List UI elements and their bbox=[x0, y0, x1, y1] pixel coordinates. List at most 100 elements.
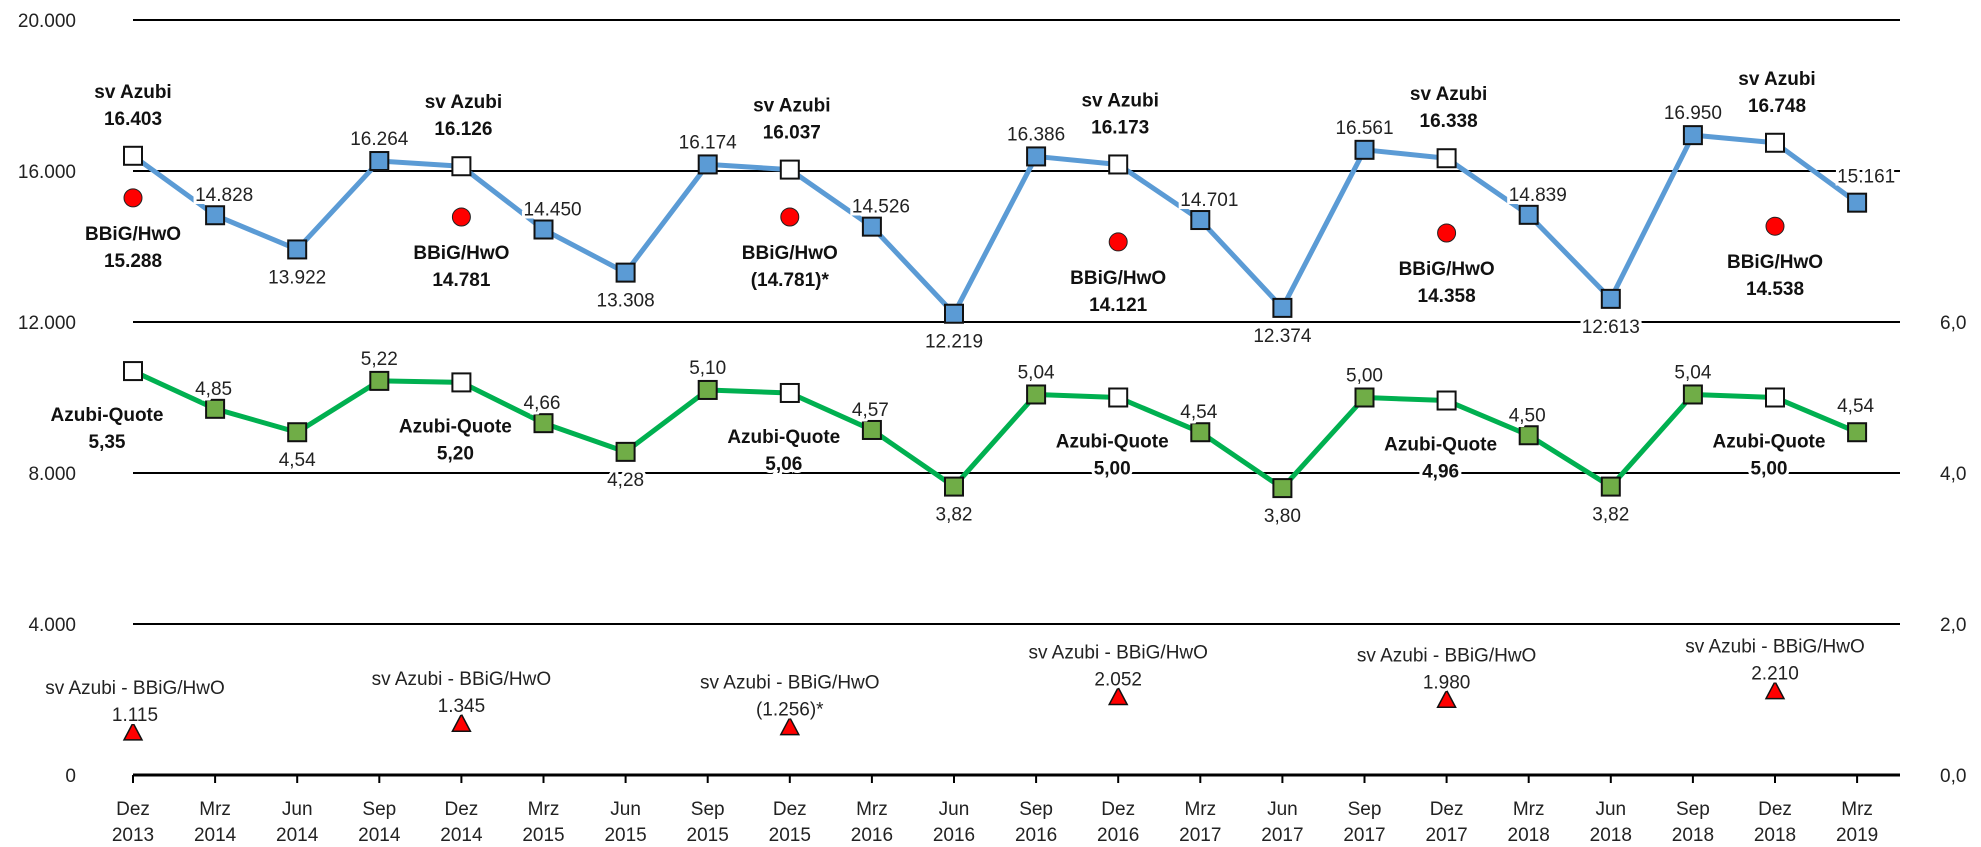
sv-azubi-value-label: 12.219 bbox=[925, 332, 983, 353]
x-tick-month: Dez bbox=[773, 799, 807, 820]
azubi-quote-annotation: Azubi-Quote 4,96 bbox=[1381, 432, 1500, 486]
x-tick-month: Mrz bbox=[528, 799, 560, 820]
azubi-quote-value-label: 4,54 bbox=[1837, 396, 1874, 417]
right-axis-tick-label: 2,0 bbox=[1940, 615, 1966, 636]
x-tick-month: Sep bbox=[1676, 799, 1710, 820]
x-tick-month: Sep bbox=[691, 799, 725, 820]
x-tick-month: Sep bbox=[1348, 799, 1382, 820]
azubi-quote-marker-dez bbox=[1108, 387, 1129, 408]
azubi-quote-marker bbox=[1026, 384, 1047, 405]
x-tick-year: 2017 bbox=[1425, 825, 1467, 846]
bbig-hwo-annotation: BBiG/HwO 14.538 bbox=[1724, 249, 1826, 303]
azubi-quote-value-label: 5,04 bbox=[1674, 362, 1711, 383]
sv-azubi-value-label: 14.701 bbox=[1180, 190, 1238, 211]
azubi-quote-marker bbox=[205, 398, 226, 419]
difference-annotation: sv Azubi - BBiG/HwO 2.052 bbox=[1025, 640, 1211, 694]
right-axis-tick-label: 6,0 bbox=[1940, 313, 1966, 334]
bbig-hwo-annotation-value: 14.538 bbox=[1746, 279, 1804, 300]
azubi-quote-annotation: Azubi-Quote 5,20 bbox=[396, 413, 515, 467]
difference-triangle bbox=[1764, 679, 1786, 700]
sv-azubi-annotation: sv Azubi 16.338 bbox=[1407, 81, 1490, 135]
sv-azubi-annotation: sv Azubi 16.037 bbox=[750, 93, 833, 147]
sv-azubi-annotation-value: 16.037 bbox=[763, 123, 821, 144]
bbig-hwo-point bbox=[1108, 232, 1128, 252]
azubi-quote-marker bbox=[287, 422, 308, 443]
azubi-quote-annotation-title: Azubi-Quote bbox=[1384, 435, 1497, 456]
sv-azubi-value-label: 16.386 bbox=[1007, 124, 1065, 145]
x-tick-year: 2014 bbox=[358, 825, 401, 846]
sv-azubi-value-label: 14.828 bbox=[195, 185, 253, 206]
x-tick-year: 2017 bbox=[1261, 825, 1303, 846]
sv-azubi-marker bbox=[1600, 288, 1621, 309]
x-tick-year: 2013 bbox=[112, 825, 154, 846]
x-axis: Dez 2013 Mrz 2014 Jun 2014 Sep 2014 Dez 2014 Mrz 20… bbox=[112, 773, 1900, 846]
bbig-hwo-annotation-title: BBiG/HwO bbox=[742, 243, 838, 264]
x-tick-month: Sep bbox=[1019, 799, 1053, 820]
sv-azubi-annotation-value: 16.338 bbox=[1420, 111, 1478, 132]
sv-azubi-value-label: 14.450 bbox=[524, 200, 582, 221]
axis-ticks: 0 4.000 8.000 12.000 16.000 20.000 0,0 2,0 4,0 6,… bbox=[18, 11, 1967, 787]
x-tick-month: Jun bbox=[1267, 799, 1298, 820]
azubi-quote-annotation-title: Azubi-Quote bbox=[1056, 432, 1169, 453]
difference-triangle bbox=[122, 721, 144, 741]
x-tick-year: 2015 bbox=[604, 825, 646, 846]
x-tick-month: Mrz bbox=[1184, 799, 1216, 820]
azubi-quote-annotation-value: 4,96 bbox=[1422, 462, 1459, 483]
x-tick-month: Dez bbox=[1430, 799, 1464, 820]
azubi-quote-value-label: 5,10 bbox=[689, 358, 726, 379]
sv-azubi-annotation-title: sv Azubi bbox=[425, 92, 502, 113]
azubi-quote-marker bbox=[1190, 422, 1211, 443]
x-tick-year: 2015 bbox=[522, 825, 564, 846]
series-markers bbox=[122, 125, 1868, 741]
x-tick-year: 2016 bbox=[933, 825, 975, 846]
azubi-quote-marker bbox=[1518, 425, 1539, 446]
sv-azubi-marker bbox=[1518, 204, 1539, 225]
bbig-hwo-annotation-title: BBiG/HwO bbox=[1070, 268, 1166, 289]
sv-azubi-annotation: sv Azubi 16.126 bbox=[422, 89, 505, 143]
azubi-quote-annotation-title: Azubi-Quote bbox=[727, 427, 840, 448]
right-axis-tick-label: 0,0 bbox=[1940, 766, 1966, 787]
difference-triangle bbox=[1436, 688, 1457, 709]
difference-annotation-value: 1.980 bbox=[1423, 672, 1471, 693]
difference-annotation: sv Azubi - BBiG/HwO 2.210 bbox=[1682, 634, 1868, 688]
left-axis-tick-label: 12.000 bbox=[18, 313, 76, 334]
x-tick-month: Jun bbox=[610, 799, 641, 820]
difference-annotation-title: sv Azubi - BBiG/HwO bbox=[1028, 643, 1208, 664]
x-tick-month: Dez bbox=[1758, 799, 1792, 820]
azubi-quote-annotation-title: Azubi-Quote bbox=[399, 416, 512, 437]
bbig-hwo-point bbox=[1765, 216, 1785, 236]
left-axis-tick-label: 4.000 bbox=[28, 615, 76, 636]
sv-azubi-value-label: 14.839 bbox=[1509, 185, 1567, 206]
left-axis-tick-label: 0 bbox=[65, 766, 76, 787]
azubi-quote-marker bbox=[533, 413, 554, 434]
azubi-quote-marker bbox=[861, 419, 882, 440]
x-tick-month: Mrz bbox=[1841, 799, 1873, 820]
bbig-hwo-annotation-title: BBiG/HwO bbox=[1399, 259, 1495, 280]
x-tick-year: 2014 bbox=[194, 825, 237, 846]
series-lines bbox=[131, 132, 1859, 491]
azubi-quote-marker-dez bbox=[1436, 390, 1457, 411]
data-labels: 14.828 13.922 16.264 14.450 13.308 16.174 14.5… bbox=[192, 100, 1898, 530]
bbig-hwo-annotation: BBiG/HwO 14.358 bbox=[1396, 256, 1498, 310]
x-tick-month: Jun bbox=[282, 799, 313, 820]
sv-azubi-annotation-title: sv Azubi bbox=[753, 96, 830, 117]
azubi-quote-marker bbox=[1600, 476, 1621, 497]
bbig-hwo-point bbox=[780, 207, 800, 227]
azubi-quote-value-label: 4,54 bbox=[279, 450, 316, 471]
x-tick-month: Mrz bbox=[199, 799, 231, 820]
azubi-quote-value-label: 4,54 bbox=[1180, 402, 1217, 423]
azubi-quote-marker bbox=[1682, 384, 1703, 405]
x-tick-month: Sep bbox=[362, 799, 396, 820]
sv-azubi-marker bbox=[697, 154, 718, 175]
azubi-quote-annotation-title: Azubi-Quote bbox=[51, 405, 164, 426]
azubi-quote-marker bbox=[1272, 478, 1293, 499]
bbig-hwo-annotation-title: BBiG/HwO bbox=[1727, 252, 1823, 273]
azubi-quote-annotation-value: 5,00 bbox=[1751, 459, 1788, 480]
x-tick-month: Jun bbox=[1595, 799, 1626, 820]
difference-annotation-value: 2.052 bbox=[1094, 670, 1142, 691]
left-axis-tick-label: 20.000 bbox=[18, 11, 76, 32]
azubi-quote-annotation-value: 5,00 bbox=[1094, 459, 1131, 480]
sv-azubi-marker-dez bbox=[451, 156, 472, 177]
sv-azubi-marker bbox=[615, 262, 636, 283]
sv-azubi-marker bbox=[1682, 125, 1703, 146]
